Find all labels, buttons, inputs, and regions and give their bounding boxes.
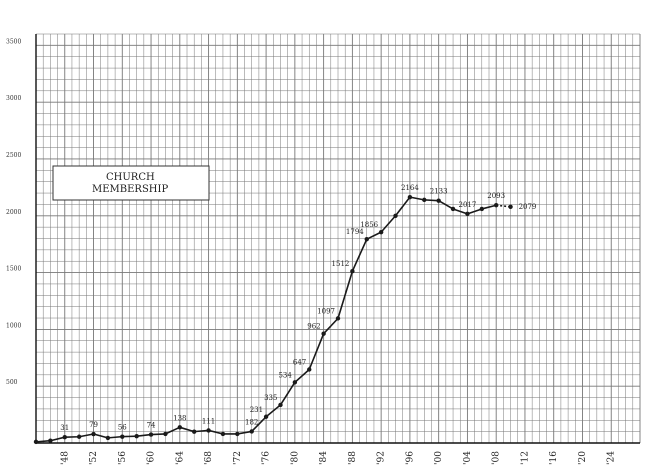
data-label: 962 (307, 323, 320, 331)
data-point (120, 434, 125, 439)
data-label: 182 (245, 418, 258, 426)
data-point (249, 429, 254, 434)
y-tick-label: 2500 (6, 152, 21, 159)
data-point (62, 435, 67, 440)
x-tick-label: '88 (348, 451, 358, 465)
data-point (177, 425, 183, 430)
x-tick-label: '76 (262, 451, 272, 465)
y-tick-label: 1500 (6, 266, 21, 273)
data-point (33, 439, 39, 445)
data-point (105, 435, 111, 441)
data-point (148, 432, 154, 437)
y-tick-labels: 500 1000 1500 2000 2500 3000 3500 (6, 38, 21, 386)
data-label: 74 (147, 422, 156, 430)
data-point (220, 431, 226, 437)
data-point (191, 429, 197, 434)
data-label: 2093 (487, 192, 505, 200)
x-tick-label: '24 (607, 451, 617, 465)
data-point (493, 203, 499, 208)
data-point (479, 206, 485, 212)
data-label: 1097 (317, 307, 335, 315)
x-tick-label: '92 (377, 451, 387, 465)
x-tick-label: '52 (89, 451, 99, 465)
data-label: 2017 (459, 201, 477, 209)
data-label: 111 (202, 417, 215, 425)
data-point (263, 414, 269, 419)
data-label: 534 (278, 371, 292, 379)
y-tick-label: 3500 (6, 38, 21, 45)
data-point (465, 211, 470, 217)
data-label: 2079 (519, 203, 537, 211)
data-point (364, 236, 369, 242)
data-point (163, 431, 168, 437)
x-tick-label: '00 (434, 451, 444, 465)
x-tick-label: '04 (463, 451, 473, 465)
membership-series (33, 194, 513, 445)
data-label: 1856 (360, 221, 378, 229)
data-point (422, 197, 427, 203)
data-point (436, 198, 441, 203)
chart-title-box: CHURCH MEMBERSHIP (52, 165, 210, 201)
data-point (307, 367, 312, 372)
grid (35, 33, 641, 444)
x-tick-label: '72 (233, 451, 243, 465)
x-tick-label: '80 (290, 451, 300, 465)
x-tick-label: '60 (147, 451, 157, 465)
x-tick-label: '84 (319, 451, 329, 465)
y-tick-label: 2000 (6, 209, 21, 216)
x-tick-label: '96 (405, 451, 415, 465)
x-tick-label: '20 (578, 451, 588, 465)
data-label: 138 (173, 414, 186, 422)
x-tick-label: '12 (520, 451, 530, 465)
data-point (235, 431, 240, 437)
x-tick-label: '08 (492, 451, 502, 465)
x-tick-label: '48 (60, 451, 70, 465)
data-label: 79 (89, 421, 98, 429)
x-tick-label: '64 (175, 451, 185, 465)
data-point (508, 204, 513, 210)
membership-line-projection (496, 204, 511, 208)
data-label: 31 (60, 424, 69, 432)
data-point (91, 431, 96, 437)
data-label: 2164 (401, 184, 419, 192)
x-tick-labels: '48 '52 '56 '60 '64 '68 '72 '76 '80 '84 '88 '92 '96 '… (60, 451, 616, 465)
y-tick-label: 3000 (6, 95, 21, 102)
y-tick-label: 500 (6, 379, 18, 386)
chart-title-line-2: MEMBERSHIP (92, 184, 168, 195)
data-point (450, 206, 456, 212)
data-point (393, 213, 398, 218)
axes (35, 34, 640, 444)
x-tick-label: '56 (118, 451, 128, 465)
data-point (335, 316, 341, 321)
data-label: 647 (293, 358, 306, 366)
y-tick-label: 1000 (6, 322, 21, 329)
x-tick-label: '68 (204, 451, 214, 465)
data-point (378, 229, 384, 235)
data-label: 1512 (332, 260, 350, 268)
data-point (206, 428, 211, 433)
data-point (321, 331, 326, 336)
data-point (407, 194, 413, 200)
data-point (350, 269, 355, 274)
data-point (48, 438, 53, 443)
data-label: 231 (250, 406, 263, 414)
data-label: 335 (264, 394, 277, 402)
data-point (134, 433, 139, 439)
data-point (292, 380, 298, 385)
chart-title-line-1: CHURCH (106, 172, 155, 183)
data-point (76, 434, 82, 439)
data-label: 2133 (430, 188, 448, 196)
x-tick-label: '16 (549, 451, 559, 465)
data-point (278, 402, 283, 408)
data-label: 56 (118, 424, 127, 432)
data-label: 1794 (346, 228, 364, 236)
title-box-frame (52, 165, 210, 201)
